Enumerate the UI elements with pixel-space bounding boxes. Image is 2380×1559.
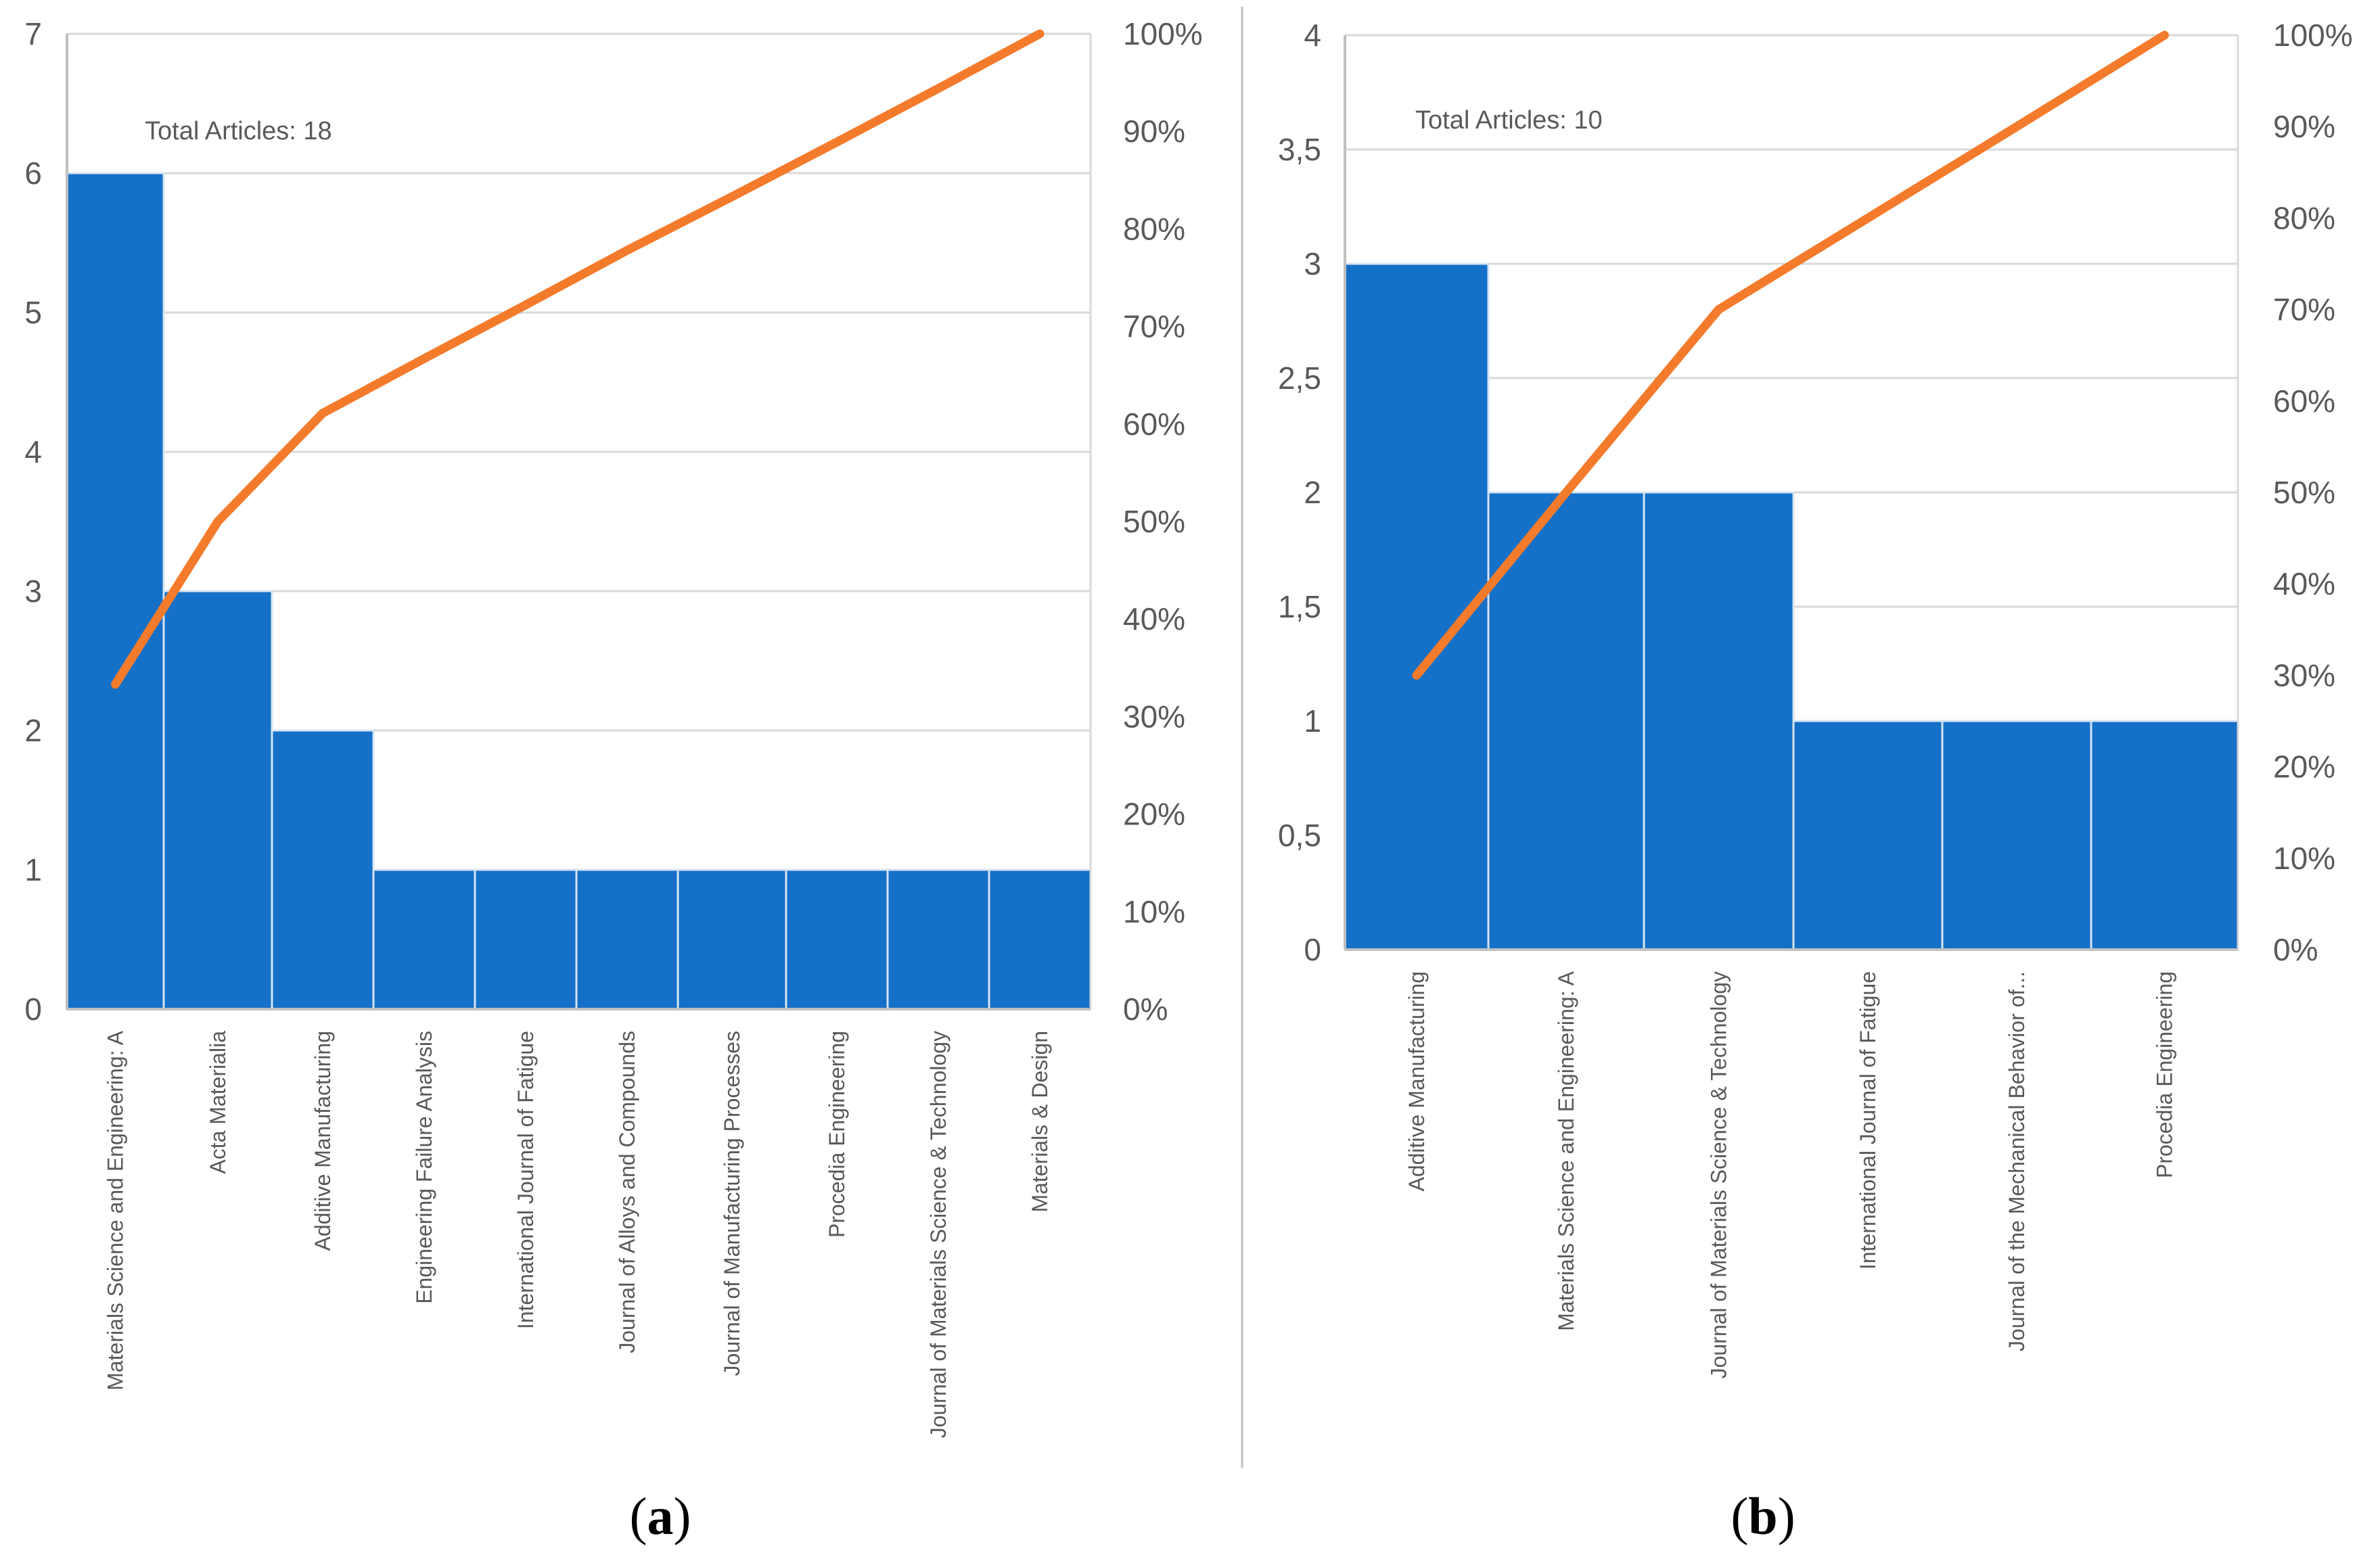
category-label-b-3: International Journal of Fatigue <box>1856 971 1880 1270</box>
y-tick-label-a-7: 7 <box>24 16 42 51</box>
y-tick-label-b-7: 3,5 <box>1278 132 1321 167</box>
category-label-a-4: International Journal of Fatigue <box>513 1031 538 1329</box>
category-label-a-2: Additive Manufacturing <box>311 1031 335 1251</box>
y2-tick-label-a-0: 0% <box>1123 992 1168 1027</box>
bar-b-0 <box>1344 262 1490 951</box>
y2-tick-label-a-9: 90% <box>1123 114 1185 149</box>
category-label-a-7: Procedia Engineering <box>825 1031 849 1238</box>
y-tick-label-b-4: 2 <box>1304 475 1321 510</box>
category-label-b-4: Journal of the Mechanical Behavior of... <box>2005 971 2029 1351</box>
y-tick-label-a-4: 4 <box>24 434 42 469</box>
y2-tick-label-b-3: 30% <box>2273 657 2335 693</box>
y2-tick-label-b-5: 50% <box>2273 475 2335 510</box>
y-tick-label-b-8: 4 <box>1304 18 1321 53</box>
bar-a-6 <box>677 868 787 1010</box>
chart-panel-b: 00,511,522,533,540%10%20%30%40%50%60%70%… <box>1278 18 2353 1378</box>
y2-tick-label-a-10: 100% <box>1123 16 1203 51</box>
total-articles-annotation-b: Total Articles: 10 <box>1415 106 1603 135</box>
y-tick-label-a-0: 0 <box>24 992 42 1027</box>
panel-label-a: (a) <box>630 1487 691 1545</box>
bar-a-5 <box>575 868 679 1010</box>
bar-b-2 <box>1643 491 1795 951</box>
y2-tick-label-a-8: 80% <box>1123 211 1185 246</box>
category-label-a-5: Journal of Alloys and Compounds <box>615 1031 639 1353</box>
y-tick-label-a-5: 5 <box>24 295 42 330</box>
category-label-a-0: Materials Science and Engineering: A <box>104 1030 128 1391</box>
cumulative-line-b <box>1412 30 2169 680</box>
bar-b-3 <box>1792 720 1944 951</box>
total-articles-annotation-a: Total Articles: 18 <box>145 117 332 145</box>
y2-tick-label-b-4: 40% <box>2273 566 2335 601</box>
y2-tick-label-b-0: 0% <box>2273 932 2318 967</box>
y-tick-label-b-1: 0,5 <box>1278 818 1321 853</box>
y-tick-label-b-6: 3 <box>1304 246 1321 281</box>
y2-tick-label-a-3: 30% <box>1123 699 1185 734</box>
y2-tick-label-b-1: 10% <box>2273 841 2335 876</box>
y2-tick-label-b-2: 20% <box>2273 749 2335 785</box>
category-label-a-3: Engineering Failure Analysis <box>412 1031 436 1304</box>
category-label-a-8: Journal of Materials Science & Technolog… <box>926 1031 951 1438</box>
y-tick-label-a-2: 2 <box>24 713 42 748</box>
y-tick-label-b-0: 0 <box>1304 932 1321 967</box>
panel-label-a-letter: a <box>647 1487 674 1545</box>
panel-label-b-letter: b <box>1748 1487 1777 1545</box>
y-tick-label-a-3: 3 <box>24 574 42 609</box>
bar-a-9 <box>988 868 1092 1010</box>
bar-a-2 <box>271 729 375 1010</box>
category-label-a-9: Materials & Design <box>1028 1031 1052 1213</box>
y-tick-label-a-1: 1 <box>24 852 42 887</box>
y2-tick-label-a-2: 20% <box>1123 797 1185 832</box>
y2-tick-label-a-7: 70% <box>1123 309 1185 344</box>
y-tick-label-b-3: 1,5 <box>1278 589 1321 624</box>
category-label-b-2: Journal of Materials Science & Technolog… <box>1707 971 1731 1378</box>
y2-tick-label-b-10: 100% <box>2273 18 2353 53</box>
cumulative-line-a <box>111 29 1045 689</box>
bar-a-7 <box>785 868 889 1010</box>
y2-tick-label-b-7: 70% <box>2273 292 2335 327</box>
y-tick-label-b-5: 2,5 <box>1278 360 1321 396</box>
y2-tick-label-a-4: 40% <box>1123 601 1185 636</box>
category-label-a-1: Acta Materialia <box>206 1031 230 1174</box>
chart-panel-a: 012345670%10%20%30%40%50%60%70%80%90%100… <box>24 16 1202 1438</box>
bar-a-0 <box>66 172 165 1010</box>
bar-b-5 <box>2090 720 2239 951</box>
category-label-b-1: Materials Science and Engineering: A <box>1554 971 1578 1331</box>
y2-tick-label-b-8: 80% <box>2273 200 2335 235</box>
y2-tick-label-a-6: 60% <box>1123 406 1185 442</box>
y2-tick-label-b-6: 60% <box>2273 383 2335 419</box>
bar-a-1 <box>162 590 273 1010</box>
y2-tick-label-b-9: 90% <box>2273 109 2335 144</box>
category-label-b-0: Additive Manufacturing <box>1404 971 1429 1192</box>
bar-b-1 <box>1487 491 1645 951</box>
category-label-a-6: Journal of Manufacturing Processes <box>720 1031 744 1376</box>
y-tick-label-b-2: 1 <box>1304 703 1321 739</box>
y2-tick-label-a-5: 50% <box>1123 504 1185 539</box>
panel-label-b: (b) <box>1731 1487 1795 1545</box>
y-tick-label-a-6: 6 <box>24 156 42 191</box>
bar-a-8 <box>886 868 990 1010</box>
bar-a-3 <box>372 868 476 1010</box>
category-label-b-5: Procedia Engineering <box>2153 971 2177 1178</box>
y2-tick-label-a-1: 10% <box>1123 894 1185 929</box>
bar-b-4 <box>1941 720 2092 951</box>
bar-a-4 <box>474 868 578 1010</box>
